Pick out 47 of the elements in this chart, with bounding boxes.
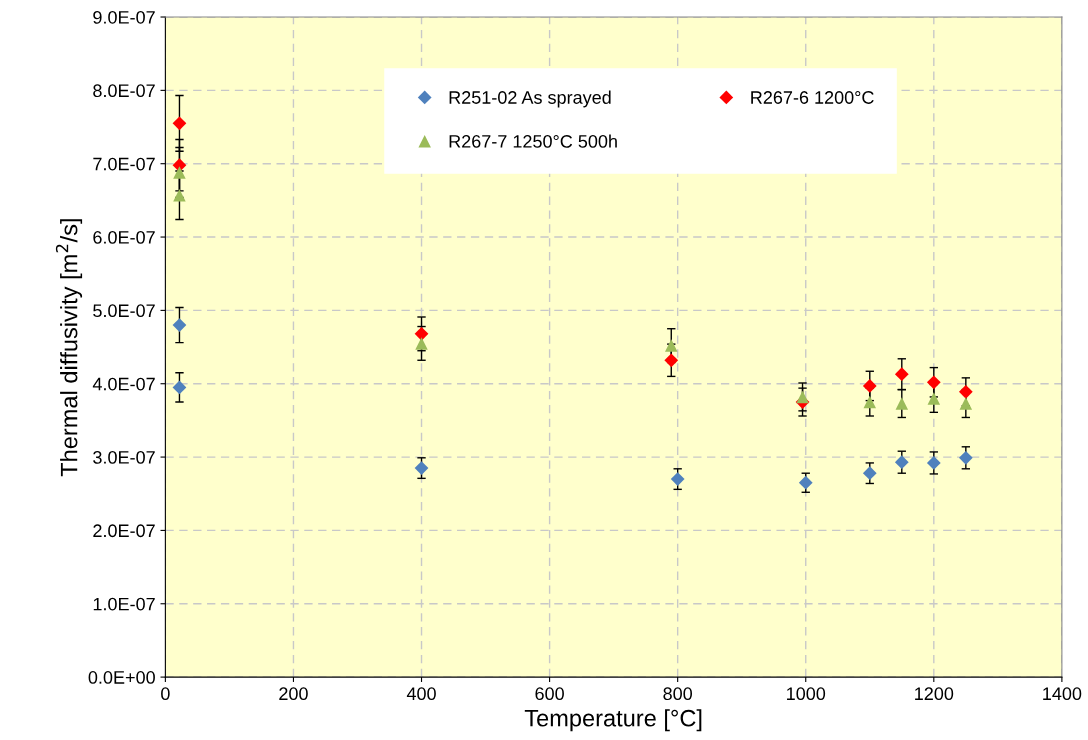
x-tick-label: 400 xyxy=(406,687,436,701)
point xyxy=(894,367,909,382)
x-tick-label: 800 xyxy=(663,687,693,701)
y-tick-label: 3.0E-07 xyxy=(93,451,155,464)
y-tick-label: 5.0E-07 xyxy=(93,304,155,318)
y-tick-label: 9.0E-07 xyxy=(93,10,155,24)
x-axis-title: Temperature [°C] xyxy=(524,709,702,732)
point xyxy=(670,472,685,486)
y-tick-label: 8.0E-07 xyxy=(93,84,155,98)
point xyxy=(863,395,877,409)
y-tick-label: 1.0E-07 xyxy=(93,597,155,611)
point xyxy=(414,461,429,475)
point xyxy=(926,456,941,470)
x-tick-label: 600 xyxy=(535,687,564,701)
x-tick-label: 200 xyxy=(279,687,308,701)
point xyxy=(172,318,187,332)
point xyxy=(172,380,187,395)
legend-label: R251-02 As sprayed xyxy=(449,90,611,108)
x-tick-label: 0 xyxy=(161,687,170,701)
y-tick-label: 7.0E-07 xyxy=(93,157,155,171)
point xyxy=(414,326,429,341)
point xyxy=(895,397,909,410)
y-tick-label: 4.0E-07 xyxy=(92,377,155,391)
point xyxy=(862,466,877,481)
y-tick-label: 0.0E+00 xyxy=(88,671,155,684)
y-tick-label: 2.0E-07 xyxy=(93,524,155,538)
point xyxy=(664,353,679,368)
point xyxy=(173,166,186,179)
x-tick-label: 1000 xyxy=(787,687,826,701)
x-tick-label: 1200 xyxy=(915,687,954,701)
legend-label: R267-7 1250°C 500h xyxy=(449,134,617,148)
point xyxy=(959,397,973,410)
point xyxy=(862,379,877,393)
y-axis-title: Thermal diffusivity [m$^{2}$/s] xyxy=(55,219,83,477)
point xyxy=(958,450,973,465)
point xyxy=(894,455,909,470)
legend-label: R267-6 1200°C xyxy=(751,91,874,104)
point xyxy=(415,337,428,350)
point xyxy=(927,392,941,405)
point xyxy=(796,390,809,404)
y-tick-label: 6.0E-07 xyxy=(93,230,155,244)
point xyxy=(172,116,187,131)
point xyxy=(665,339,678,352)
point xyxy=(958,384,973,399)
point xyxy=(173,188,186,202)
x-tick-label: 1400 xyxy=(1043,687,1082,701)
point xyxy=(926,375,941,390)
